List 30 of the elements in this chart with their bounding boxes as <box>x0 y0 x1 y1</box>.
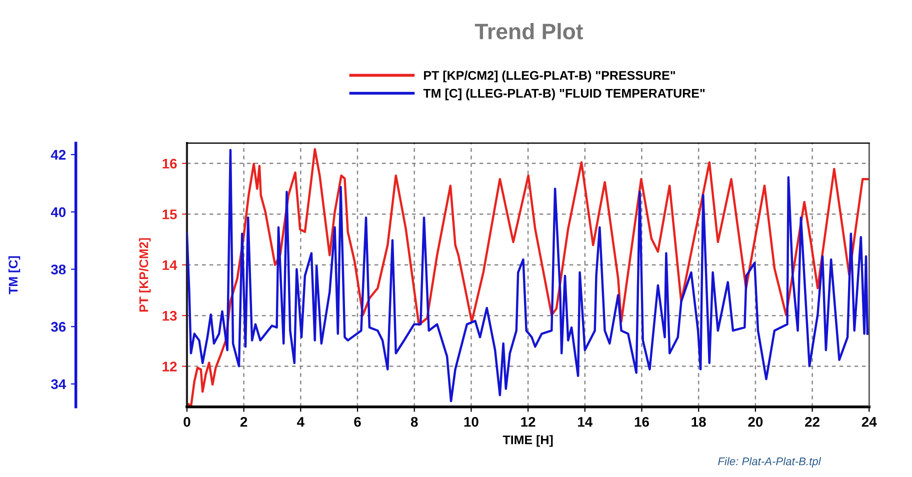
y-tick-label: 14 <box>162 260 178 270</box>
x-tick-label: 24 <box>862 416 877 427</box>
y-tick-label: 15 <box>162 210 177 220</box>
x-tick-label: 2 <box>240 416 248 427</box>
x-tick-label: 20 <box>748 416 763 427</box>
x-tick-label: 10 <box>464 416 478 427</box>
y2-tick-label: 36 <box>51 322 66 332</box>
text: File: Plat-A-Plat-B.tpl <box>718 457 822 468</box>
x-tick-label: 14 <box>578 417 593 427</box>
x-tick-label: 6 <box>354 416 361 427</box>
x-axis-title: TIME [H] <box>502 435 553 447</box>
y2-tick-label: 38 <box>51 264 66 274</box>
legend-label: TM [C] (LLEG-PLAT-B) "FLUID TEMPERATURE" <box>423 88 705 100</box>
y-tick-label: 16 <box>162 158 177 169</box>
y2-tick-label: 42 <box>50 150 66 160</box>
y2-axis-title: TM [C] <box>8 256 20 294</box>
x-tick-label: 16 <box>634 416 649 427</box>
y2-tick-label: 34 <box>51 379 66 390</box>
chart-title: Trend Plot <box>474 23 584 40</box>
x-tick-label: 18 <box>692 416 706 427</box>
y-tick-label: 12 <box>162 362 177 372</box>
x-tick-label: 4 <box>297 417 304 427</box>
legend-label: PT [KP/CM2] (LLEG-PLAT-B) "PRESSURE" <box>424 70 675 82</box>
x-tick-label: 0 <box>184 416 190 427</box>
x-tick-label: 12 <box>521 416 536 427</box>
x-tick-label: 22 <box>805 416 820 427</box>
y-axis-title: PT [KP/CM2] <box>139 238 151 312</box>
x-tick-label: 8 <box>410 416 418 427</box>
y-tick-label: 13 <box>162 310 177 321</box>
y2-tick-label: 40 <box>50 207 66 218</box>
